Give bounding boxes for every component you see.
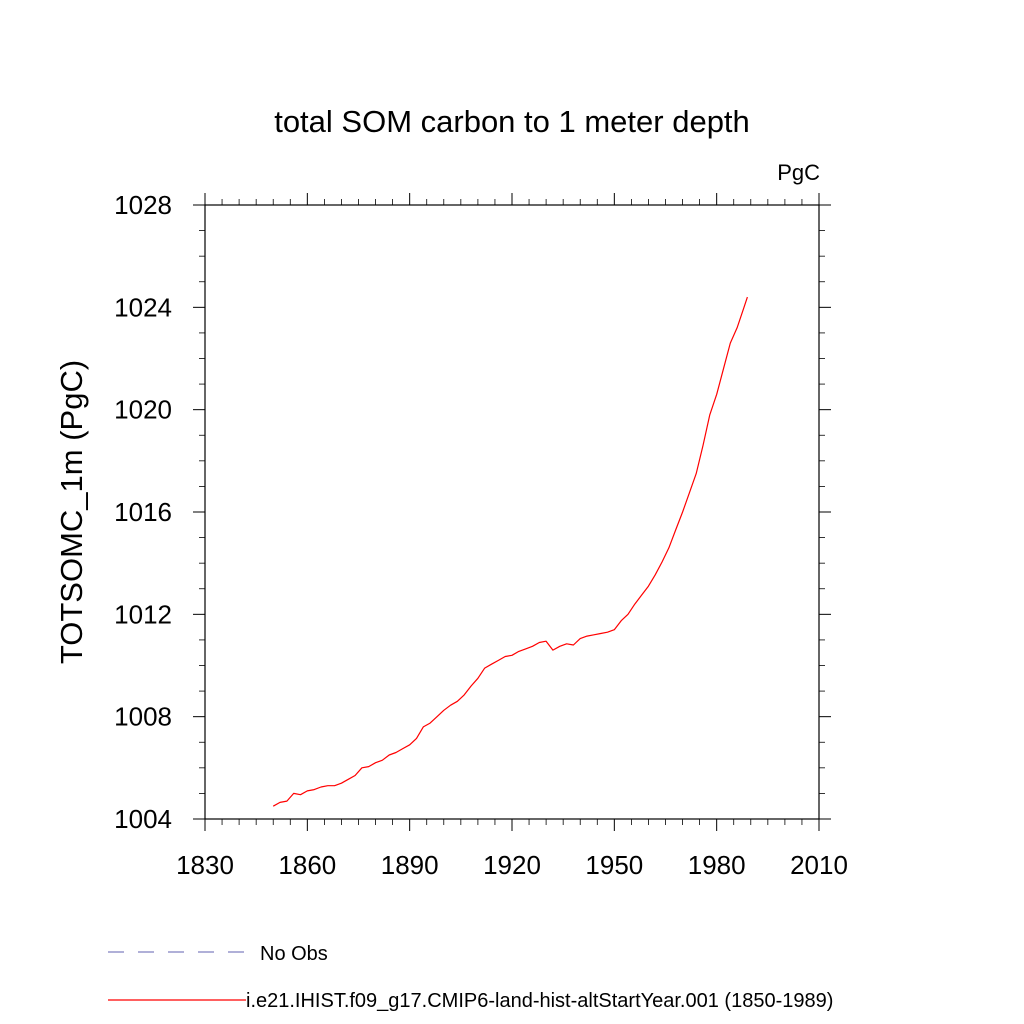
x-tick-label: 1950 xyxy=(585,850,643,880)
y-axis-label: TOTSOMC_1m (PgC) xyxy=(54,360,89,664)
y-tick-label: 1004 xyxy=(114,804,172,834)
y-tick-labels: 1004 1008 1012 1016 1020 1024 1028 xyxy=(114,190,172,834)
y-tick-label: 1016 xyxy=(114,497,172,527)
y-tick-label: 1024 xyxy=(114,292,172,322)
x-tick-label: 1860 xyxy=(278,850,336,880)
x-tick-labels: 1830 1860 1890 1920 1950 1980 2010 xyxy=(176,850,848,880)
axis-ticks xyxy=(193,193,831,831)
chart-title: total SOM carbon to 1 meter depth xyxy=(274,104,750,139)
units-label: PgC xyxy=(777,160,820,185)
x-tick-label: 2010 xyxy=(790,850,848,880)
x-tick-label: 1980 xyxy=(688,850,746,880)
legend-label-run: i.e21.IHIST.f09_g17.CMIP6-land-hist-altS… xyxy=(246,990,833,1012)
series-line-0 xyxy=(272,296,748,807)
y-tick-label: 1020 xyxy=(114,395,172,425)
legend: No Obs i.e21.IHIST.f09_g17.CMIP6-land-hi… xyxy=(108,943,833,1012)
x-tick-label: 1890 xyxy=(381,850,439,880)
legend-label-no-obs: No Obs xyxy=(260,943,328,965)
plot-frame xyxy=(204,204,820,820)
x-tick-label: 1830 xyxy=(176,850,234,880)
y-tick-label: 1012 xyxy=(114,599,172,629)
y-tick-label: 1008 xyxy=(114,702,172,732)
series-layer xyxy=(272,296,748,807)
y-tick-label: 1028 xyxy=(114,190,172,220)
x-tick-label: 1920 xyxy=(483,850,541,880)
